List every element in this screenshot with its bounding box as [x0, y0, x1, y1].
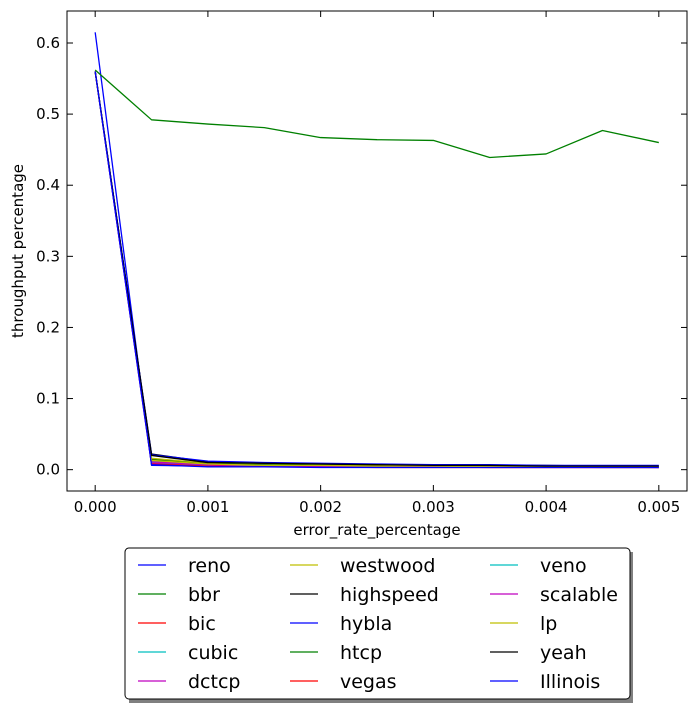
series-line-illinois — [94, 71, 659, 469]
series-line-yeah — [94, 71, 659, 467]
y-tick-label: 0.3 — [36, 247, 60, 265]
plot-area: 0.000 0.001 0.002 0.003 0.004 0.005 0.0 0.1 0.2… — [36, 10, 688, 516]
series-line-hybla — [94, 71, 659, 467]
legend-label-reno: reno — [188, 555, 231, 577]
legend-label-westwood: westwood — [340, 555, 435, 577]
legend: reno bbr bic cubic dctcp westwood highspeed hyb… — [124, 547, 633, 703]
legend-label-bic: bic — [188, 613, 216, 635]
legend-label-bbr: bbr — [188, 584, 220, 606]
x-tick-label: 0.000 — [74, 498, 117, 516]
plot-background — [67, 11, 687, 491]
y-tick-label: 0.5 — [36, 105, 60, 123]
legend-label-vegas: vegas — [340, 671, 397, 693]
legend-label-hybla: hybla — [340, 613, 392, 635]
legend-label-yeah: yeah — [540, 642, 587, 664]
y-tick-label: 0.0 — [36, 461, 60, 479]
legend-label-dctcp: dctcp — [188, 671, 240, 693]
y-tick-label: 0.6 — [36, 34, 60, 52]
y-axis-ticks: 0.0 0.1 0.2 0.3 0.4 0.5 0.6 — [36, 34, 687, 479]
legend-entries: reno bbr bic cubic dctcp westwood highspeed hyb… — [138, 555, 618, 693]
y-tick-label: 0.4 — [36, 176, 60, 194]
legend-label-lp: lp — [540, 613, 557, 635]
y-axis-label: throughput percentage — [9, 164, 27, 338]
legend-label-htcp: htcp — [340, 642, 382, 664]
x-tick-label: 0.004 — [525, 498, 568, 516]
series-line-bbr — [94, 69, 659, 159]
x-tick-label: 0.002 — [299, 498, 342, 516]
legend-label-illinois: Illinois — [540, 671, 600, 693]
plot-frame — [66, 10, 688, 492]
legend-box — [124, 547, 631, 700]
x-tick-label: 0.003 — [412, 498, 455, 516]
legend-label-scalable: scalable — [540, 584, 618, 606]
x-axis-ticks: 0.000 0.001 0.002 0.003 0.004 0.005 — [74, 11, 680, 516]
legend-label-highspeed: highspeed — [340, 584, 439, 606]
x-tick-label: 0.005 — [637, 498, 680, 516]
x-axis-label: error_rate_percentage — [293, 521, 460, 540]
y-tick-label: 0.2 — [36, 318, 60, 336]
legend-label-veno: veno — [540, 555, 587, 577]
series-lines — [94, 32, 659, 469]
legend-label-cubic: cubic — [188, 642, 238, 664]
series-line-lp — [94, 71, 659, 468]
x-tick-label: 0.001 — [186, 498, 229, 516]
y-tick-label: 0.1 — [36, 390, 60, 408]
